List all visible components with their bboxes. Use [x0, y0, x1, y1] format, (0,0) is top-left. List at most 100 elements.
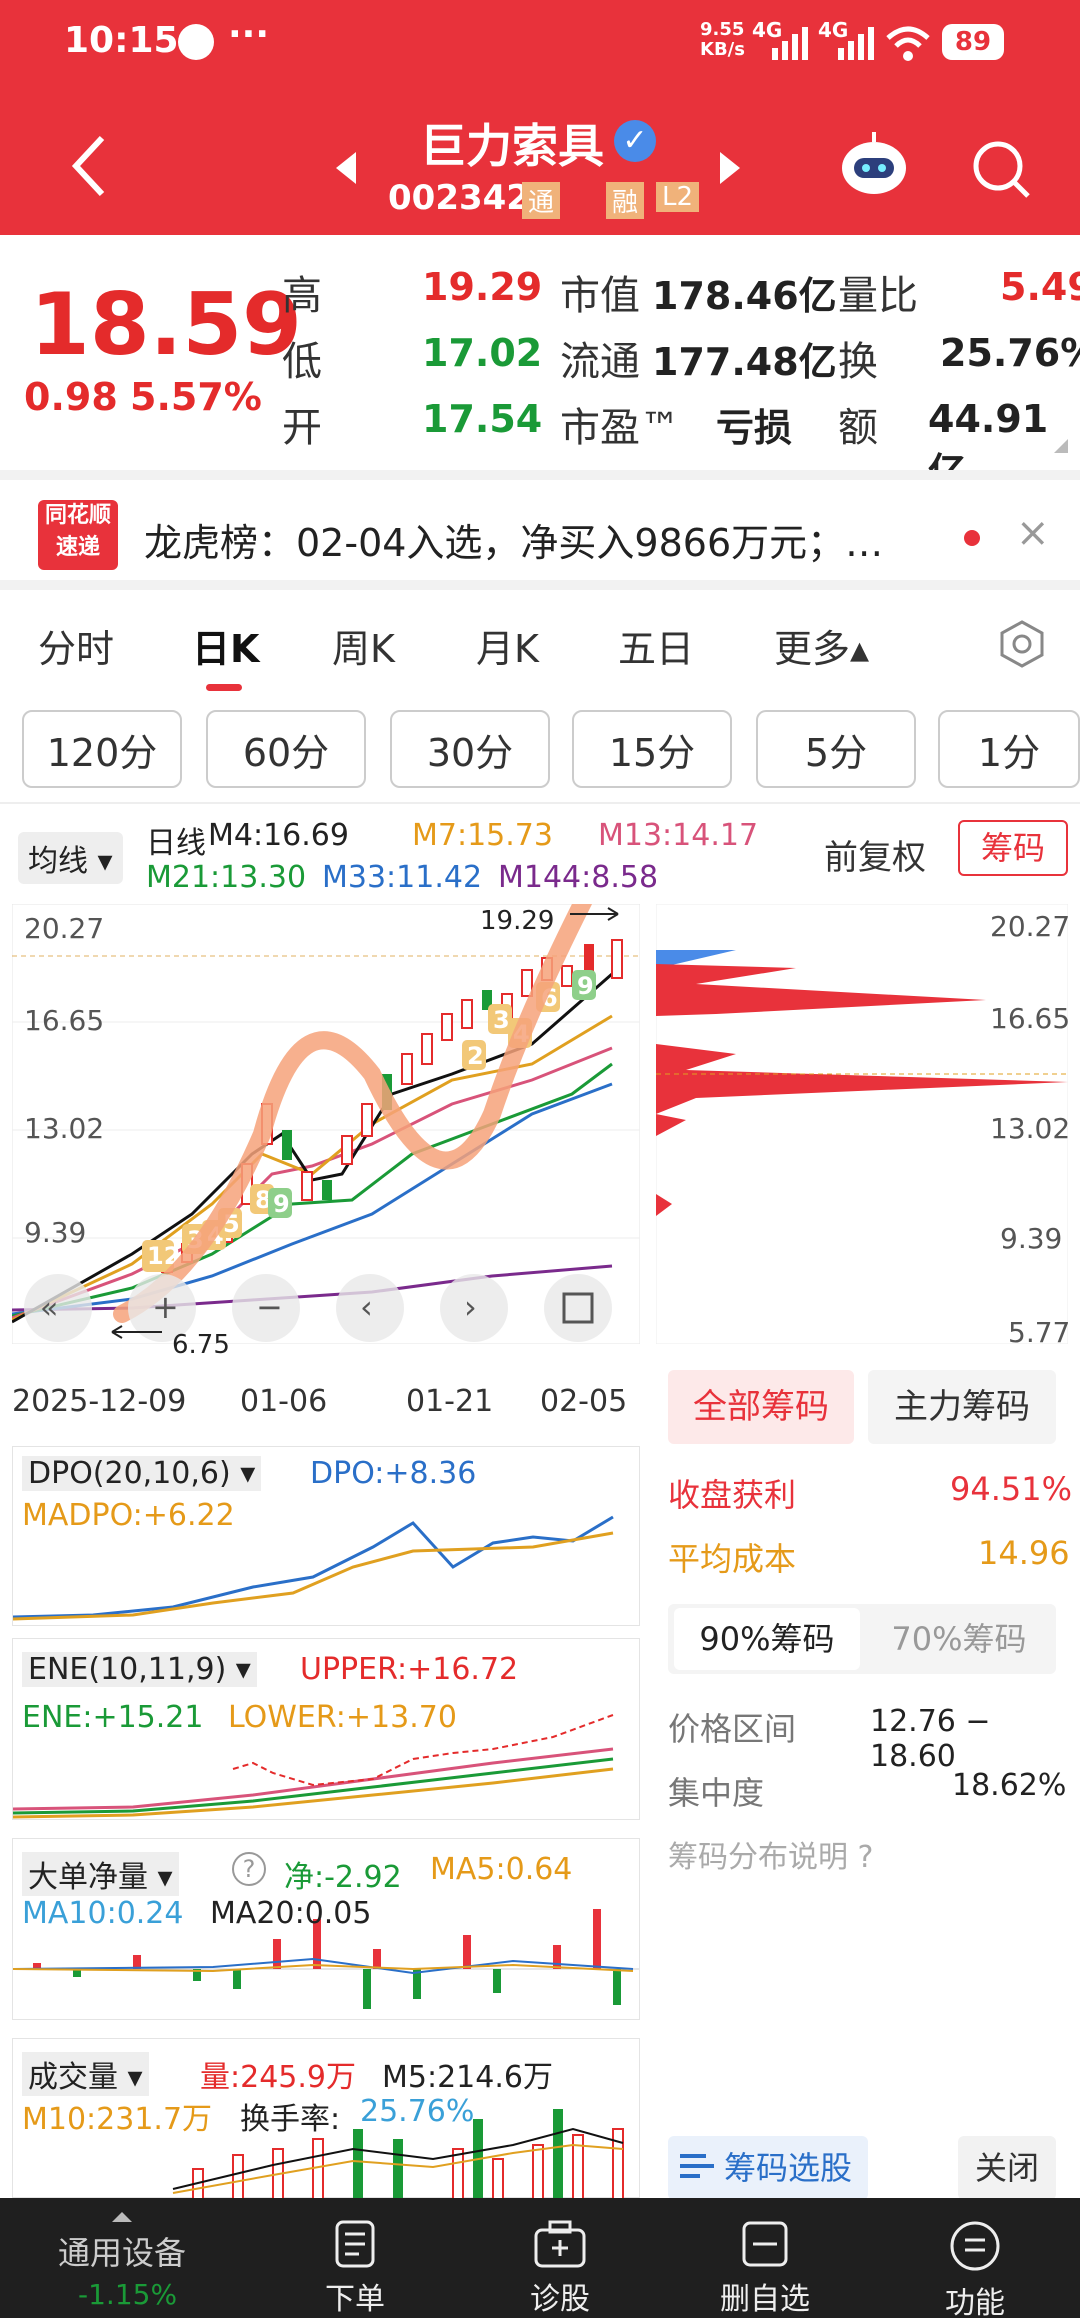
verified-icon: ✓	[614, 120, 656, 162]
sector-name[interactable]: 通用设备	[58, 2234, 187, 2272]
x-label-2: 01-06	[240, 1384, 328, 1419]
big-order-ma10: MA10:0.24	[22, 1896, 184, 1931]
ene-select[interactable]: ENE(10,11,9) ▾	[22, 1652, 257, 1687]
tab-main-chips[interactable]: 主力筹码	[868, 1370, 1056, 1444]
volume-select[interactable]: 成交量 ▾	[22, 2052, 149, 2096]
ene-upper: UPPER:+16.72	[300, 1652, 519, 1687]
chip-explain-link[interactable]: 筹码分布说明 ?	[668, 1840, 874, 1875]
tab-monthly-k[interactable]: 月K	[476, 627, 539, 671]
ma-select[interactable]: 均线 ▾	[18, 832, 123, 884]
label-mktcap: 市值	[560, 273, 640, 319]
big-order-ma5: MA5:0.64	[430, 1852, 573, 1887]
dpo-select[interactable]: DPO(20,10,6) ▾	[22, 1456, 262, 1491]
settings-icon[interactable]	[998, 620, 1046, 668]
avg-cost-value: 14.96	[978, 1534, 1070, 1572]
svg-text:›: ›	[464, 1288, 477, 1326]
y-label-1: 20.27	[24, 912, 105, 945]
chart-controls[interactable]: « + − ‹ ›	[24, 1274, 612, 1342]
robot-assistant-icon[interactable]	[838, 128, 910, 200]
tab-more[interactable]: 更多▴	[774, 627, 870, 671]
label-high: 高	[282, 273, 322, 319]
concentration-label: 集中度	[668, 1774, 765, 1812]
label-float: 流通	[560, 339, 640, 385]
nav-diagnose[interactable]: 诊股	[505, 2220, 615, 2318]
chip-15min[interactable]: 15分	[572, 710, 732, 788]
svg-text:8: 8	[255, 1186, 272, 1214]
tab-five-day[interactable]: 五日	[618, 627, 695, 671]
label-open: 开	[282, 405, 322, 451]
volume-m5: M5:214.6万	[382, 2060, 553, 2095]
price-range-label: 价格区间	[668, 1710, 797, 1748]
chip-close-button[interactable]: 关闭	[958, 2136, 1056, 2200]
concentration-value: 18.62%	[952, 1768, 1067, 1803]
value-turnover: 25.76%	[940, 331, 1080, 375]
tab-all-chips[interactable]: 全部筹码	[668, 1370, 854, 1444]
kline-chart[interactable]: 12 3 4 5 8 9 2 3 4 6 9 « + − ‹ ›	[12, 904, 640, 1344]
chip-picker-label: 筹码选股	[724, 2149, 853, 2187]
value-float: 177.48亿	[652, 340, 837, 384]
net-speed: 9.55 KB/s	[700, 19, 745, 60]
ma-m144: M144:8.58	[498, 860, 659, 895]
expand-corner-icon[interactable]	[1050, 435, 1070, 455]
nav-remove-label: 删自选	[720, 2282, 810, 2317]
news-logo-bottom: 速递	[55, 535, 100, 560]
volume-value: 量:245.9万	[200, 2060, 356, 2095]
news-text: 龙虎榜：02-04入选，净买入9866万元；…	[144, 521, 884, 565]
volume-panel[interactable]	[12, 2038, 640, 2199]
up-caret-icon[interactable]	[110, 2210, 134, 2224]
chip-1min[interactable]: 1分	[938, 710, 1080, 788]
status-time: 10:15	[64, 20, 179, 61]
chip-30min[interactable]: 30分	[390, 710, 550, 788]
value-open: 17.54	[422, 397, 543, 441]
fuquan-toggle[interactable]: 前复权	[824, 838, 926, 878]
chip-5min[interactable]: 5分	[756, 710, 916, 788]
nav-functions[interactable]: 功能	[920, 2220, 1030, 2322]
volume-bars	[172, 2109, 624, 2199]
value-pe: 亏损	[716, 406, 793, 450]
help-icon[interactable]: ?	[232, 1852, 266, 1886]
chip-60min[interactable]: 60分	[206, 710, 366, 788]
profit-label: 收盘获利	[668, 1476, 797, 1514]
nav-diagnose-label: 诊股	[530, 2282, 590, 2317]
tab-daily-k[interactable]: 日K	[192, 627, 260, 671]
tab-fenshi[interactable]: 分时	[38, 627, 115, 671]
y-label-3: 13.02	[24, 1112, 105, 1145]
ma-m7: M7:15.73	[412, 818, 553, 853]
tab-active-indicator	[206, 684, 242, 691]
remove-square-icon	[742, 2221, 788, 2267]
close-news-icon[interactable]: ×	[1016, 510, 1050, 556]
prev-stock-icon[interactable]	[334, 150, 358, 186]
chouma-toggle[interactable]: 筹码	[958, 820, 1068, 876]
sector-change: -1.15%	[78, 2278, 178, 2311]
high-note: 19.29	[480, 906, 555, 936]
label-volratio: 量比	[838, 273, 918, 319]
price-change-pct: 5.57%	[130, 375, 262, 419]
news-ticker[interactable]: 同花顺 速递 龙虎榜：02-04入选，净买入9866万元；… ×	[0, 470, 1080, 590]
nav-order[interactable]: 下单	[300, 2220, 410, 2318]
label-turnover: 换	[838, 339, 878, 385]
unread-dot	[964, 530, 980, 546]
label-low: 低	[282, 339, 322, 385]
tab-weekly-k[interactable]: 周K	[332, 627, 395, 671]
svg-text:3: 3	[493, 1006, 510, 1034]
x-label-4: 02-05	[540, 1384, 628, 1419]
ma-m4: M4:16.69	[208, 818, 349, 853]
search-icon[interactable]	[970, 138, 1032, 200]
divider	[0, 802, 1080, 804]
profit-value: 94.51%	[950, 1470, 1073, 1508]
svg-text:9: 9	[577, 972, 594, 1000]
back-arrow-icon[interactable]	[68, 134, 108, 198]
nav-remove-watchlist[interactable]: 删自选	[710, 2220, 820, 2318]
chip-y-2: 16.65	[990, 1002, 1071, 1035]
chip-y-5: 5.77	[1008, 1316, 1071, 1349]
badge-tong: 通	[522, 182, 561, 219]
next-stock-icon[interactable]	[718, 150, 742, 186]
dpo-value: DPO:+8.36	[310, 1456, 477, 1491]
tab-90-chips[interactable]: 90%筹码	[674, 1608, 860, 1670]
battery-indicator: 89	[942, 24, 1004, 60]
chip-120min[interactable]: 120分	[22, 710, 182, 788]
quote-panel: 18.59 0.98 5.57% 高 19.29 市值 178.46亿 量比 5…	[0, 235, 1080, 494]
big-order-select[interactable]: 大单净量 ▾	[22, 1852, 179, 1896]
big-order-bars	[13, 1909, 639, 2009]
tab-70-chips[interactable]: 70%筹码	[891, 1620, 1027, 1658]
